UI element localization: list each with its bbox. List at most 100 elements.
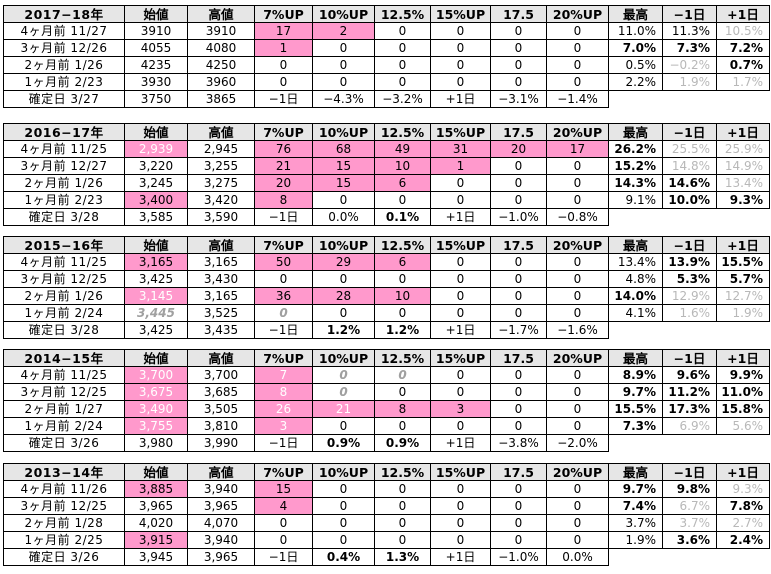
- block-title-cell[interactable]: 2013−14年: [3, 463, 125, 481]
- block-title-cell[interactable]: 2016−17年: [3, 123, 125, 141]
- value-cell[interactable]: 0: [312, 73, 375, 91]
- value-cell[interactable]: 0.4%: [312, 548, 375, 566]
- value-cell[interactable]: 3,940: [187, 480, 255, 498]
- value-cell[interactable]: 5.7%: [716, 270, 770, 288]
- value-cell[interactable]: −0.8%: [546, 208, 609, 226]
- value-cell[interactable]: 14.3%: [608, 174, 663, 192]
- header-cell[interactable]: 最高: [608, 5, 663, 23]
- header-cell[interactable]: 7%UP: [254, 463, 313, 481]
- value-cell[interactable]: 1.6%: [662, 304, 717, 322]
- value-cell[interactable]: 12.9%: [662, 287, 717, 305]
- block-title-cell[interactable]: 2014−15年: [3, 349, 125, 367]
- value-cell[interactable]: 0: [490, 514, 547, 532]
- value-cell[interactable]: −1日: [254, 434, 313, 452]
- value-cell[interactable]: 49: [374, 140, 431, 158]
- value-cell[interactable]: 0: [312, 304, 375, 322]
- row-label-cell[interactable]: 3ヶ月前 12/26: [3, 39, 125, 57]
- value-cell[interactable]: 0.9%: [312, 434, 375, 452]
- header-cell[interactable]: 12.5%: [374, 236, 431, 254]
- header-cell[interactable]: −1日: [662, 463, 717, 481]
- value-cell[interactable]: 3,420: [187, 191, 255, 209]
- value-cell[interactable]: 0: [490, 22, 547, 40]
- header-cell[interactable]: 17.5: [490, 349, 547, 367]
- value-cell[interactable]: 3,700: [187, 366, 255, 384]
- value-cell[interactable]: 0: [490, 157, 547, 175]
- header-cell[interactable]: 始値: [124, 123, 188, 141]
- value-cell[interactable]: 3,965: [187, 497, 255, 515]
- value-cell[interactable]: −3.2%: [374, 90, 431, 108]
- value-cell[interactable]: 3,965: [187, 548, 255, 566]
- header-cell[interactable]: 15%UP: [430, 349, 491, 367]
- value-cell[interactable]: 29: [312, 253, 375, 271]
- value-cell[interactable]: 14.8%: [662, 157, 717, 175]
- value-cell[interactable]: 0: [312, 270, 375, 288]
- value-cell[interactable]: 3,585: [124, 208, 188, 226]
- row-label-cell[interactable]: 4ヶ月前 11/25: [3, 366, 125, 384]
- value-cell[interactable]: 5.3%: [662, 270, 717, 288]
- value-cell[interactable]: 17: [546, 140, 609, 158]
- value-cell[interactable]: −1.7%: [490, 321, 547, 339]
- value-cell[interactable]: −4.3%: [312, 90, 375, 108]
- value-cell[interactable]: 0: [546, 480, 609, 498]
- value-cell[interactable]: 15: [312, 174, 375, 192]
- value-cell[interactable]: 2.7%: [716, 514, 770, 532]
- value-cell[interactable]: 0: [374, 22, 431, 40]
- value-cell[interactable]: 36: [254, 287, 313, 305]
- value-cell[interactable]: 21: [312, 400, 375, 418]
- value-cell[interactable]: 3930: [124, 73, 188, 91]
- value-cell[interactable]: 0: [374, 417, 431, 435]
- value-cell[interactable]: 0: [490, 174, 547, 192]
- value-cell[interactable]: 0: [490, 253, 547, 271]
- value-cell[interactable]: 10.5%: [716, 22, 770, 40]
- header-cell[interactable]: 20%UP: [546, 349, 609, 367]
- value-cell[interactable]: 0: [490, 383, 547, 401]
- value-cell[interactable]: 3,945: [124, 548, 188, 566]
- value-cell[interactable]: 0: [490, 287, 547, 305]
- value-cell[interactable]: 0: [546, 400, 609, 418]
- value-cell[interactable]: 3,980: [124, 434, 188, 452]
- header-cell[interactable]: 12.5%: [374, 123, 431, 141]
- value-cell[interactable]: 0: [374, 497, 431, 515]
- value-cell[interactable]: 7.3%: [662, 39, 717, 57]
- header-cell[interactable]: 10%UP: [312, 349, 375, 367]
- value-cell[interactable]: 0: [430, 191, 491, 209]
- value-cell[interactable]: 1.2%: [312, 321, 375, 339]
- value-cell[interactable]: 0: [254, 514, 313, 532]
- row-label-cell[interactable]: 3ヶ月前 12/25: [3, 270, 125, 288]
- row-label-cell[interactable]: 2ヶ月前 1/28: [3, 514, 125, 532]
- value-cell[interactable]: 3.7%: [608, 514, 663, 532]
- value-cell[interactable]: −1.6%: [546, 321, 609, 339]
- value-cell[interactable]: 3,885: [124, 480, 188, 498]
- header-cell[interactable]: 10%UP: [312, 5, 375, 23]
- value-cell[interactable]: 1.9%: [662, 73, 717, 91]
- value-cell[interactable]: 3,220: [124, 157, 188, 175]
- value-cell[interactable]: 3865: [187, 90, 255, 108]
- value-cell[interactable]: 15.5%: [608, 400, 663, 418]
- block-title-cell[interactable]: 2015−16年: [3, 236, 125, 254]
- value-cell[interactable]: 0: [312, 514, 375, 532]
- header-cell[interactable]: 10%UP: [312, 236, 375, 254]
- value-cell[interactable]: [662, 208, 717, 226]
- value-cell[interactable]: 15: [312, 157, 375, 175]
- value-cell[interactable]: −1日: [254, 90, 313, 108]
- row-label-cell[interactable]: 3ヶ月前 12/25: [3, 383, 125, 401]
- value-cell[interactable]: 9.8%: [662, 480, 717, 498]
- header-cell[interactable]: 7%UP: [254, 123, 313, 141]
- value-cell[interactable]: 3,445: [124, 304, 188, 322]
- value-cell[interactable]: 0: [254, 531, 313, 549]
- value-cell[interactable]: 7.4%: [608, 497, 663, 515]
- header-cell[interactable]: 最高: [608, 123, 663, 141]
- header-cell[interactable]: +1日: [716, 463, 770, 481]
- header-cell[interactable]: 12.5%: [374, 349, 431, 367]
- value-cell[interactable]: +1日: [430, 434, 491, 452]
- value-cell[interactable]: 3: [254, 417, 313, 435]
- value-cell[interactable]: 0: [546, 497, 609, 515]
- value-cell[interactable]: 3,990: [187, 434, 255, 452]
- header-cell[interactable]: 最高: [608, 463, 663, 481]
- value-cell[interactable]: 8: [254, 383, 313, 401]
- row-label-cell[interactable]: 3ヶ月前 12/27: [3, 157, 125, 175]
- value-cell[interactable]: [716, 208, 770, 226]
- value-cell[interactable]: 4: [254, 497, 313, 515]
- header-cell[interactable]: 15%UP: [430, 123, 491, 141]
